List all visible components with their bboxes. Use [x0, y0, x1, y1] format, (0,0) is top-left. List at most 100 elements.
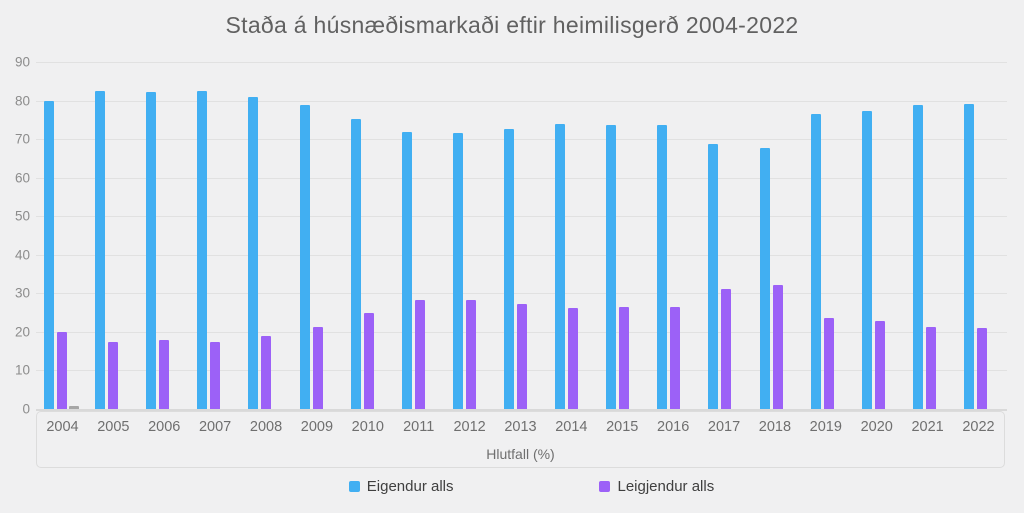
x-tick-label-2022: 2022 [962, 419, 995, 435]
legend-item-leigjendur[interactable]: Leigjendur alls [599, 478, 714, 495]
x-axis-caption: Hlutfall (%) [486, 446, 555, 462]
legend-swatch-leigjendur-icon [599, 481, 611, 492]
y-tick-label-50: 50 [14, 208, 30, 224]
y-tick-label-60: 60 [14, 170, 30, 186]
bar-group-2016 [649, 62, 700, 409]
bar-leigjendur-2007 [210, 341, 221, 409]
x-axis-box: 2004 2005 2006 2007 2008 2009 2010 2011 2012 2013… [36, 411, 1005, 468]
bar-eigendur-2012 [452, 132, 463, 409]
bar-gray-2004 [69, 406, 80, 409]
legend-swatch-eigendur-icon [348, 481, 360, 492]
bar-leigjendur-2012 [465, 299, 476, 409]
bar-leigjendur-2021 [925, 327, 936, 409]
bar-leigjendur-2008 [261, 335, 272, 409]
bar-leigjendur-2017 [721, 288, 732, 409]
x-tick-label-2006: 2006 [148, 419, 181, 435]
legend-label-leigjendur: Leigjendur alls [617, 478, 715, 495]
y-tick-label-0: 0 [22, 401, 30, 417]
bar-leigjendur-2019 [823, 318, 834, 409]
bar-leigjendur-2005 [108, 341, 119, 409]
bar-eigendur-2022 [963, 104, 974, 409]
plot-area [36, 62, 1007, 411]
bar-group-2012 [445, 62, 496, 409]
bar-group-2018 [751, 62, 802, 409]
bar-leigjendur-2004 [57, 331, 68, 409]
bar-group-2017 [700, 62, 751, 409]
x-tick-label-2004: 2004 [46, 419, 79, 435]
x-tick-label-2008: 2008 [249, 419, 283, 435]
bar-leigjendur-2009 [312, 327, 323, 409]
y-tick-label-30: 30 [14, 285, 30, 301]
gridline-40 [36, 254, 1007, 256]
bar-group-2013 [496, 62, 547, 409]
bar-eigendur-2013 [503, 128, 514, 409]
bar-eigendur-2009 [299, 105, 310, 409]
bar-leigjendur-2018 [772, 284, 783, 409]
y-tick-label-40: 40 [14, 247, 30, 263]
gridline-50 [36, 216, 1007, 218]
bar-leigjendur-2014 [568, 308, 579, 409]
gridline-70 [36, 139, 1007, 141]
bar-leigjendur-2020 [874, 321, 885, 409]
y-tick-label-10: 10 [14, 362, 30, 378]
y-tick-label-90: 90 [14, 54, 30, 70]
bar-eigendur-2007 [197, 90, 208, 409]
bar-group-2009 [292, 62, 343, 409]
legend-item-eigendur[interactable]: Eigendur alls [348, 478, 454, 495]
bar-group-2010 [343, 62, 394, 409]
bar-eigendur-2005 [95, 90, 106, 409]
bar-group-2020 [854, 62, 905, 409]
x-tick-label-2016: 2016 [657, 419, 690, 435]
x-tick-label-2021: 2021 [911, 419, 944, 435]
bar-eigendur-2019 [810, 114, 821, 409]
bar-eigendur-2004 [44, 100, 55, 409]
legend: Eigendur alls Leigjendur alls [46, 478, 1017, 495]
bar-leigjendur-2022 [976, 328, 987, 409]
bar-group-2015 [598, 62, 649, 409]
bar-eigendur-2014 [555, 124, 566, 409]
bar-group-2006 [138, 62, 189, 409]
chart-title: Staða á húsnæðismarkaði eftir heimilisge… [225, 12, 799, 38]
gridline-60 [36, 177, 1007, 179]
bar-leigjendur-2015 [619, 307, 630, 409]
bar-group-2007 [189, 62, 240, 409]
bar-group-2019 [803, 62, 854, 409]
bar-group-2008 [240, 62, 291, 409]
x-tick-label-2018: 2018 [758, 419, 792, 435]
bar-leigjendur-2013 [516, 303, 527, 409]
bar-eigendur-2021 [912, 105, 923, 409]
x-tick-label-2011: 2011 [403, 419, 435, 435]
bar-group-2014 [547, 62, 598, 409]
x-tick-label-2009: 2009 [300, 419, 334, 435]
bar-group-2021 [905, 62, 956, 409]
bar-leigjendur-2016 [670, 307, 681, 409]
y-tick-label-20: 20 [14, 324, 30, 340]
bar-eigendur-2010 [350, 119, 361, 409]
bar-eigendur-2016 [657, 125, 668, 409]
y-tick-label-70: 70 [14, 131, 30, 147]
x-tick-label-2010: 2010 [351, 419, 384, 435]
bar-eigendur-2018 [759, 147, 770, 409]
bar-eigendur-2008 [248, 96, 259, 409]
bar-group-2005 [87, 62, 138, 409]
gridline-80 [36, 100, 1007, 102]
bar-group-2011 [394, 62, 445, 409]
bar-eigendur-2020 [861, 111, 872, 409]
gridline-90 [36, 62, 1007, 63]
gridline-30 [36, 293, 1007, 295]
gridline-0 [36, 409, 1007, 411]
x-tick-label-2013: 2013 [504, 419, 537, 435]
bar-leigjendur-2006 [159, 339, 170, 409]
x-tick-label-2015: 2015 [606, 419, 639, 435]
x-axis-tick-row: 2004 2005 2006 2007 2008 2009 2010 2011 2012 2013… [37, 419, 1004, 439]
bar-eigendur-2017 [708, 143, 719, 409]
x-tick-label-2017: 2017 [707, 419, 741, 435]
x-tick-label-2019: 2019 [809, 419, 842, 435]
bar-group-2022 [956, 62, 1007, 409]
bar-group-2004 [36, 62, 87, 409]
bar-eigendur-2011 [401, 132, 412, 409]
legend-label-eigendur: Eigendur alls [366, 478, 454, 495]
y-tick-label-80: 80 [14, 93, 30, 109]
x-tick-label-2012: 2012 [453, 419, 486, 435]
